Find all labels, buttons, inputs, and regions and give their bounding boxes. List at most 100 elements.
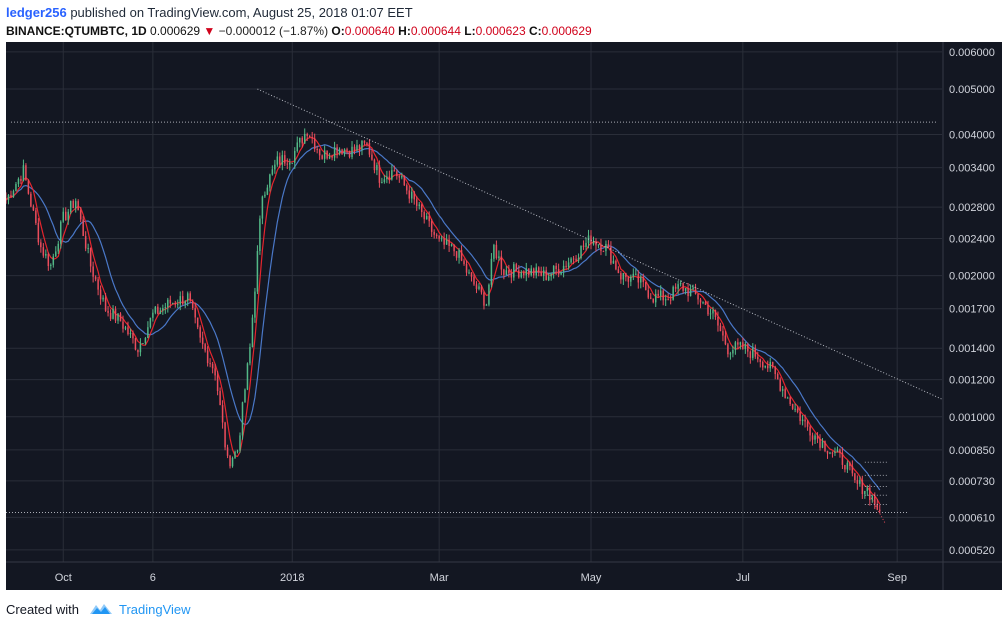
projection-line (869, 495, 886, 523)
x-tick-label: May (581, 572, 602, 584)
candle-body (435, 234, 438, 236)
candle-body (535, 267, 537, 276)
candle-body (752, 347, 754, 358)
candle-body (147, 327, 149, 339)
y-tick-label: 0.005000 (949, 84, 995, 96)
candle-body (172, 302, 174, 304)
candle-body (406, 185, 408, 191)
low-value: 0.000623 (475, 24, 526, 38)
candle-body (809, 426, 811, 436)
candle-body (27, 180, 30, 194)
price-chart[interactable]: 0.006000 0.005000 0.004000 0.003400 0.002800… (6, 42, 1002, 590)
candle-body (620, 273, 622, 280)
candle-body (794, 408, 796, 410)
candle-body (570, 258, 572, 263)
candle-body (869, 487, 871, 501)
candle-body (224, 422, 226, 448)
candle-body (411, 191, 413, 199)
candle-body (236, 450, 239, 452)
candle-body (386, 176, 388, 180)
candle-body (7, 194, 10, 201)
author-link[interactable]: ledger256 (6, 5, 67, 20)
candle-body (572, 258, 575, 260)
candle-body (776, 374, 779, 380)
candle-body (744, 344, 747, 349)
candle-body (577, 258, 580, 261)
candle-body (550, 273, 552, 277)
candle-body (537, 267, 540, 273)
candle-body (40, 242, 42, 248)
candle-body (333, 147, 336, 158)
candle-body (112, 308, 114, 319)
candle-body (687, 287, 689, 297)
candle-body (757, 356, 759, 360)
candle-body (152, 312, 154, 318)
candle-body (555, 265, 557, 269)
candle-body (702, 302, 704, 304)
candle-body (659, 290, 662, 296)
tradingview-logo-icon[interactable] (89, 602, 113, 616)
candle-body (279, 156, 281, 165)
candle-body (438, 235, 440, 239)
candle-body (485, 304, 488, 306)
symbol-label[interactable]: BINANCE:QTUMBTC, 1D (6, 24, 147, 38)
candle-body (201, 337, 204, 345)
descending-trendline (257, 88, 943, 400)
candle-body (157, 306, 159, 314)
candle-body (557, 268, 560, 275)
candle-body (784, 389, 786, 398)
candle-body (30, 193, 32, 207)
candle-body (433, 231, 435, 235)
candle-body (806, 421, 809, 427)
candle-body (500, 256, 503, 270)
ma-slow-line (6, 144, 881, 491)
candle-body (294, 151, 296, 163)
y-tick-label: 0.001200 (949, 375, 995, 387)
candle-body (627, 277, 630, 282)
candle-body (209, 363, 211, 365)
candle-body (635, 273, 637, 275)
candle-body (697, 293, 699, 300)
candle-body (391, 170, 393, 180)
low-label: L: (464, 24, 476, 38)
candle-body (259, 218, 261, 252)
candle-body (109, 312, 112, 319)
close-value: 0.000629 (541, 24, 592, 38)
chart-pane[interactable]: 0.006000 0.005000 0.004000 0.003400 0.002800… (6, 42, 1002, 590)
ma-fast-line (6, 136, 881, 505)
tradingview-brand-link[interactable]: TradingView (118, 601, 191, 617)
candle-body (844, 464, 846, 470)
candle-body (318, 149, 321, 156)
candle-body (301, 137, 303, 144)
candle-body (799, 412, 801, 422)
candle-body (276, 156, 279, 165)
candle-body (759, 359, 762, 362)
y-tick-label: 0.000730 (949, 476, 995, 488)
candle-body (866, 487, 869, 491)
candle-body (849, 462, 851, 466)
y-tick-label: 0.002400 (949, 234, 995, 246)
candle-body (55, 251, 57, 257)
candle-body (834, 451, 836, 453)
candle-body (864, 490, 866, 495)
candle-body (771, 362, 774, 367)
candle-body (876, 504, 879, 510)
candle-body (654, 293, 657, 303)
candle-body (413, 191, 416, 200)
candle-body (37, 223, 40, 243)
candle-body (313, 138, 316, 150)
created-with-text: Created with (6, 601, 79, 617)
candle-body (415, 199, 418, 206)
candle-body (737, 342, 739, 345)
candle-body (525, 268, 528, 276)
candle-body (682, 283, 684, 291)
candle-body (169, 299, 172, 304)
candle-body (580, 245, 582, 259)
candle-body (749, 351, 752, 358)
x-tick-label: Oct (55, 572, 72, 584)
candle-body (15, 183, 17, 192)
x-tick-label: 2018 (280, 572, 304, 584)
candle-body (338, 149, 341, 154)
quote-line: BINANCE:QTUMBTC, 1D 0.000629 ▼ −0.000012… (6, 22, 1002, 41)
candle-body (632, 273, 635, 277)
